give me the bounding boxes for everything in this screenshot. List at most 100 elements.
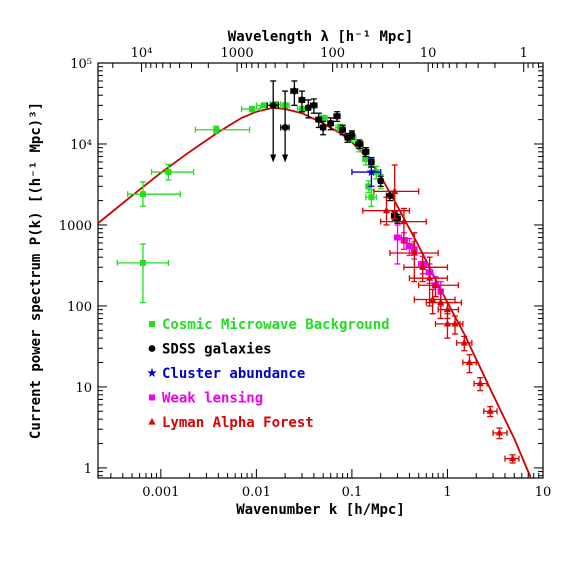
marker <box>377 177 385 185</box>
marker <box>298 96 306 104</box>
y-tick-label: 1000 <box>59 219 92 234</box>
data-point <box>408 256 449 307</box>
data-point <box>418 277 459 298</box>
data-point <box>266 80 280 163</box>
x-axis-title: Wavenumber k [h/Mpc] <box>236 502 405 518</box>
marker <box>139 259 146 266</box>
series-sdss-galaxies <box>266 80 401 224</box>
data-point <box>473 377 488 392</box>
data-point <box>348 130 356 140</box>
marker <box>356 140 363 148</box>
data-point <box>462 354 477 374</box>
legend-marker <box>149 321 155 327</box>
marker <box>382 206 391 214</box>
top-tick-label: 10⁴ <box>131 46 153 61</box>
marker <box>339 126 347 134</box>
marker <box>320 114 327 121</box>
legend-entry: Weak lensing <box>149 391 263 407</box>
data-point <box>240 105 261 113</box>
marker <box>366 167 377 177</box>
legend-label: Cosmic Microwave Background <box>162 317 390 333</box>
marker <box>406 242 413 249</box>
marker <box>394 234 401 241</box>
marker <box>460 338 468 346</box>
legend-label: Cluster abundance <box>162 366 305 382</box>
top-tick-label: 100 <box>320 46 345 61</box>
marker <box>248 106 255 113</box>
data-point <box>327 117 335 131</box>
data-point <box>492 427 508 440</box>
data-point <box>150 163 195 181</box>
x-tick-label: 0.001 <box>142 485 179 500</box>
marker <box>410 249 418 256</box>
data-point <box>483 406 498 418</box>
marker <box>213 126 220 133</box>
y-tick-label: 10⁵ <box>70 57 92 72</box>
plot-frame <box>97 62 544 479</box>
legend-entry: SDSS galaxies <box>148 342 272 358</box>
data-point <box>403 252 449 283</box>
marker <box>443 305 452 313</box>
x-tick-label: 1 <box>443 485 451 500</box>
plot-frame-layer <box>97 62 544 479</box>
legend: Cosmic Microwave Background SDSS galaxies… <box>147 317 390 431</box>
marker <box>165 169 172 176</box>
marker <box>319 124 327 131</box>
axes-layer: 0.001 0.01 0.1 1 10 1 10 100 1000 10⁴ 10⁵ 10⁴ 1000 10… <box>28 29 551 518</box>
top-axis-title: Wavelength λ [h⁻¹ Mpc] <box>228 29 413 45</box>
data-point <box>393 224 403 265</box>
data-point <box>351 158 382 187</box>
marker <box>327 119 335 127</box>
marker <box>281 124 289 131</box>
marker <box>290 87 298 95</box>
legend-marker <box>149 394 155 401</box>
marker <box>486 407 494 414</box>
marker <box>368 194 375 201</box>
data-point <box>280 90 290 163</box>
marker <box>495 428 504 436</box>
data-point <box>425 288 463 320</box>
x-tick-label: 0.1 <box>342 485 363 500</box>
data-point <box>355 139 364 150</box>
data-point <box>127 181 181 207</box>
y-axis-title: Current power spectrum P(k) [(h⁻¹ Mpc)³] <box>28 102 44 439</box>
series-cluster-abundance <box>351 158 382 187</box>
marker <box>431 281 440 288</box>
data-point <box>319 120 327 136</box>
marker <box>429 295 437 303</box>
series-lyman-alpha-forest <box>362 164 520 464</box>
top-tick-label: 1 <box>520 46 528 61</box>
data-point <box>377 175 385 187</box>
marker <box>333 112 341 120</box>
legend-marker <box>148 345 156 352</box>
marker <box>476 379 484 387</box>
legend-entry: Cosmic Microwave Background <box>149 317 390 333</box>
x-tick-label: 10 <box>535 485 552 500</box>
data-point <box>362 147 370 158</box>
data-point <box>413 288 456 315</box>
y-tick-label: 1 <box>84 462 92 477</box>
marker <box>400 217 408 225</box>
legend-label: SDSS galaxies <box>162 342 272 358</box>
data-point <box>437 301 459 320</box>
marker <box>391 187 399 194</box>
legend-marker <box>148 418 156 425</box>
marker <box>310 101 318 109</box>
marker <box>362 156 369 163</box>
marker <box>269 101 277 109</box>
marker <box>437 298 445 306</box>
series-weak-lensing <box>393 224 444 307</box>
marker <box>260 102 267 109</box>
top-tick-label: 1000 <box>221 46 254 61</box>
data-point <box>333 111 341 123</box>
legend-entry: Cluster abundance <box>147 366 305 382</box>
legend-label: Lyman Alpha Forest <box>162 415 314 431</box>
data-point <box>373 164 420 220</box>
data-point <box>298 90 306 113</box>
data-point <box>504 454 520 464</box>
data-point <box>389 232 439 283</box>
data-point <box>194 125 251 135</box>
data-points-layer <box>116 80 520 464</box>
data-point <box>290 80 299 106</box>
